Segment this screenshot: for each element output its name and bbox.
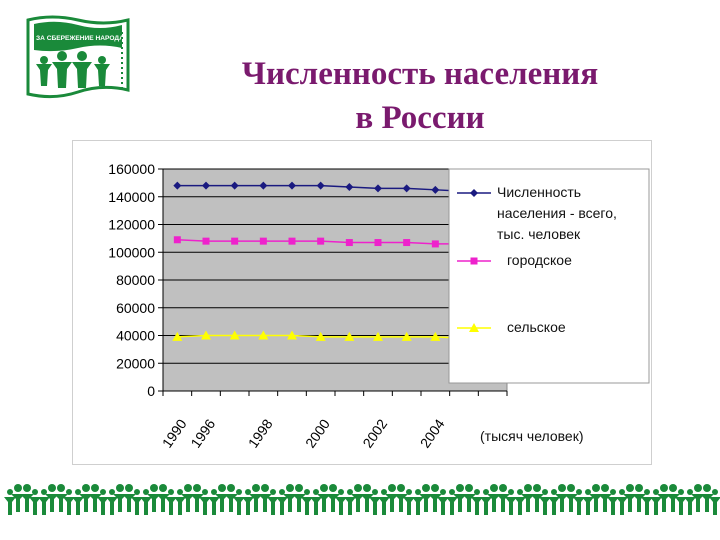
data-point: [403, 239, 411, 247]
y-tick-label: 20000: [116, 355, 155, 371]
page-title: Численность населения в России: [200, 52, 640, 140]
data-point: [374, 184, 382, 193]
people-group-icon: [310, 484, 347, 515]
x-tick-label: 1998: [245, 416, 276, 451]
decorative-people-border: [4, 484, 720, 515]
people-group-icon: [582, 484, 619, 515]
data-point: [201, 330, 211, 340]
people-group-icon: [378, 484, 415, 515]
y-tick-label: 100000: [108, 244, 155, 260]
data-point: [402, 184, 411, 193]
title-line-2: в России: [355, 100, 485, 136]
y-tick-label: 120000: [108, 217, 155, 233]
people-group-icon: [650, 484, 687, 515]
data-point: [316, 181, 325, 190]
people-group-icon: [174, 484, 211, 515]
legend-marker: [470, 257, 478, 265]
y-tick-label: 60000: [116, 300, 155, 316]
people-group-icon: [72, 484, 109, 515]
legend-label: Численность: [497, 184, 581, 200]
line-chart: 0 20000 40000 60000 80000 100000 120000 140000 1…: [108, 161, 650, 451]
data-point: [374, 239, 382, 247]
people-group-icon: [480, 484, 517, 515]
data-point: [430, 331, 441, 341]
x-tick-label: 1996: [187, 416, 218, 451]
series-line-1: [177, 184, 493, 194]
people-group-icon: [208, 484, 245, 515]
people-group-icon: [242, 484, 279, 515]
data-point: [258, 330, 269, 340]
people-group-icon: [548, 484, 585, 515]
series-line-2: [177, 239, 493, 247]
title-line-1: Численность населения: [241, 56, 599, 92]
legend-box: [448, 168, 650, 384]
people-group-icon: [344, 484, 381, 515]
x-tick-label: 1990: [159, 416, 190, 451]
data-point: [431, 185, 440, 194]
people-group-icon: [446, 484, 483, 515]
data-point: [288, 181, 296, 190]
legend-label: сельское: [507, 319, 566, 335]
data-point: [315, 331, 326, 341]
data-point: [173, 181, 182, 190]
data-point: [317, 237, 325, 245]
y-tick-label: 40000: [116, 328, 155, 344]
people-group-icon: [514, 484, 551, 515]
legend-label: населения - всего,: [497, 205, 617, 221]
y-tick-label: 140000: [108, 189, 155, 205]
data-point: [373, 331, 383, 341]
legend-label: городское: [507, 252, 572, 268]
people-group-icon: [140, 484, 177, 515]
data-point: [344, 331, 355, 341]
data-point: [287, 330, 297, 340]
legend-marker: [470, 189, 478, 197]
logo: ЗА СБЕРЕЖЕНИЕ НАРОДА: [22, 12, 134, 104]
x-tick-label: 2004: [417, 416, 448, 451]
data-point: [345, 183, 354, 192]
data-point: [202, 237, 210, 245]
data-point: [259, 181, 268, 190]
people-group-icon: [684, 484, 720, 515]
chart-area: 0 20000 40000 60000 80000 100000 120000 140000 1…: [72, 140, 652, 465]
people-group-icon: [106, 484, 143, 515]
data-point: [431, 240, 439, 248]
legend-marker: [469, 323, 479, 332]
data-point: [229, 330, 240, 340]
data-point: [259, 237, 267, 245]
people-group-icon: [38, 484, 75, 515]
logo-text: ЗА СБЕРЕЖЕНИЕ НАРОДА: [36, 35, 124, 42]
data-point: [172, 331, 183, 341]
data-point: [345, 239, 353, 247]
x-tick-label: 2000: [302, 416, 333, 451]
data-point: [401, 331, 412, 341]
y-tick-label: 0: [147, 383, 155, 399]
data-point: [288, 237, 296, 245]
unit-note: (тысяч человек): [480, 428, 584, 444]
x-tick-label: 2002: [359, 416, 390, 451]
series-line-3: [177, 334, 493, 340]
legend-label: тыс. человек: [497, 226, 581, 242]
data-point: [173, 236, 181, 244]
data-point: [202, 181, 210, 190]
logo-flag-icon: ЗА СБЕРЕЖЕНИЕ НАРОДА: [26, 15, 130, 99]
data-point: [230, 181, 239, 190]
y-tick-label: 80000: [116, 272, 155, 288]
data-point: [231, 237, 239, 245]
people-group-icon: [276, 484, 313, 515]
logo-people-icon: [36, 51, 110, 88]
people-group-icon: [616, 484, 653, 515]
people-group-icon: [4, 484, 41, 515]
people-group-icon: [412, 484, 449, 515]
y-tick-label: 160000: [108, 161, 155, 177]
